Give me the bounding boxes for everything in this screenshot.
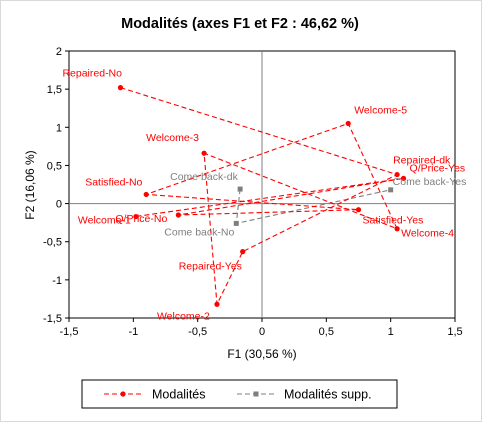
data-point [175, 212, 181, 218]
data-point [133, 213, 139, 220]
legend-label-modalites: Modalités [152, 388, 206, 402]
point-label: Come back-Yes [393, 176, 467, 188]
x-tick-label: -1,5 [60, 326, 79, 338]
point-label: Come back-dk [170, 171, 238, 183]
y-tick-label: 0,5 [47, 160, 62, 172]
data-point [355, 207, 362, 213]
series-line-modalit-s [120, 87, 404, 307]
data-point [240, 249, 246, 255]
x-tick-label: 1 [388, 326, 394, 338]
chart-title: Modalités (axes F1 et F2 : 46,62 %) [121, 16, 359, 32]
point-label: Welcome-3 [146, 132, 199, 144]
legend-label-modalites-supp: Modalités supp. [284, 388, 372, 402]
point-label: Repaired-dk [393, 155, 451, 167]
data-point [345, 120, 351, 127]
data-point [394, 171, 400, 178]
x-tick-label: -0,5 [188, 326, 207, 338]
point-label: Satisfied-No [85, 176, 142, 188]
point-label: Come back-No [164, 226, 234, 238]
point-label: Q/Price-Yes [410, 162, 466, 174]
data-point [117, 85, 124, 91]
point-label: Welcome-1 [78, 215, 131, 227]
data-point [394, 226, 400, 232]
data-point [143, 191, 149, 198]
points-layer [117, 85, 407, 307]
point-labels-layer: Come back-dk Come back-No Come back-Yes Rep… [62, 68, 466, 323]
point-label: Q/Price-No [115, 213, 167, 225]
data-point [201, 150, 207, 156]
point-label: Repaired-No [62, 68, 122, 80]
y-tick-label: -1,5 [43, 313, 62, 325]
y-tick-label: -1 [52, 275, 62, 287]
x-tick-label: -1 [128, 326, 138, 338]
data-point [237, 186, 243, 192]
x-axis-title: F1 (30,56 %) [227, 347, 296, 361]
point-label: Repaired-Yes [179, 261, 242, 273]
data-point [214, 301, 220, 307]
y-axis-title: F2 (16,06 %) [23, 150, 37, 219]
x-tick-label: 1,5 [447, 326, 462, 338]
y-tick-label: 2 [56, 46, 62, 58]
legend-marker-modalites-supp [253, 391, 259, 397]
y-tick-label: 1,5 [47, 84, 62, 96]
data-point [400, 175, 407, 181]
x-tick-label: 0,5 [319, 326, 334, 338]
point-label: Welcome-4 [401, 228, 454, 240]
data-point [388, 187, 394, 193]
legend-marker-modalites [120, 391, 126, 397]
data-point [233, 220, 239, 226]
x-tick-label: 0 [259, 326, 265, 338]
y-tick-label: -0,5 [43, 237, 62, 249]
point-label: Satisfied-Yes [363, 215, 424, 227]
axes-layer: -1,5 -1 -0,5 0 0,5 1 1,5 -1,5 -1 -0,5 0 0,5 1 1,5 2 [43, 46, 463, 338]
point-label: Welcome-5 [354, 104, 407, 116]
point-label: Welcome-2 [157, 310, 210, 322]
legend: Modalités Modalités supp. [81, 379, 398, 409]
y-tick-label: 1 [56, 122, 62, 134]
y-tick-label: 0 [56, 199, 62, 211]
